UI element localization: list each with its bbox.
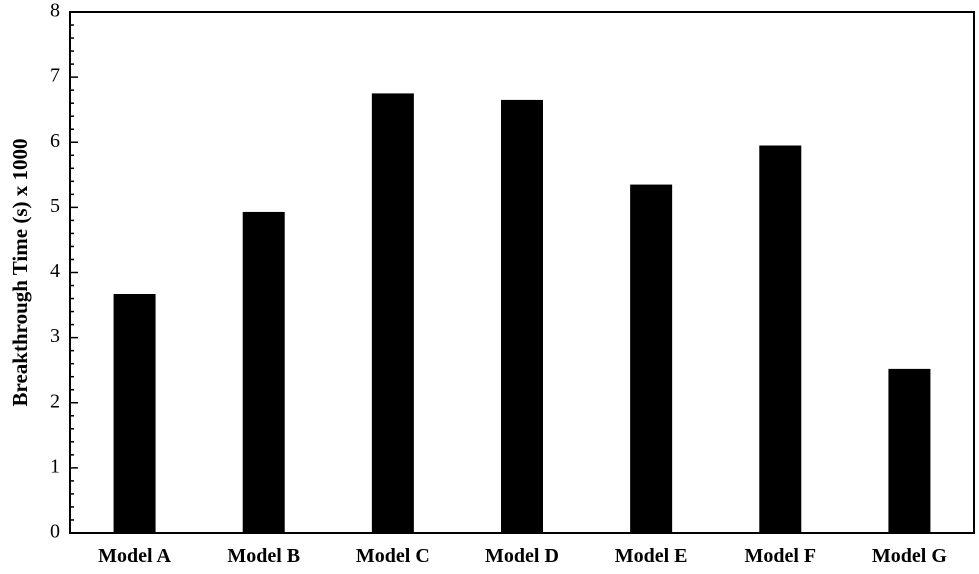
- y-tick-label: 3: [50, 325, 60, 347]
- y-ticks: 0 1 2 3 4 5 6 7 8: [50, 0, 78, 543]
- x-category-label: Model B: [227, 545, 300, 567]
- y-tick-label: 2: [50, 390, 60, 412]
- x-category-label: Model F: [744, 545, 816, 567]
- y-tick-label: 8: [50, 0, 60, 22]
- bar-model-a: [113, 293, 156, 533]
- y-tick-label: 7: [50, 65, 60, 87]
- bar-model-f: [759, 145, 802, 533]
- y-axis-title-group: Breakthrough Time (s) x 1000: [8, 139, 32, 407]
- x-category-label: Model D: [485, 545, 559, 567]
- y-tick-label: 5: [50, 195, 60, 217]
- bars: [113, 93, 931, 534]
- bar-model-g: [888, 368, 931, 533]
- x-labels: Model A Model B Model C Model D Model E Model…: [98, 545, 947, 567]
- bar-model-b: [242, 211, 285, 533]
- y-tick-label: 4: [50, 260, 60, 282]
- y-tick-label: 6: [50, 130, 60, 152]
- x-category-label: Model C: [356, 545, 430, 567]
- y-tick-label: 0: [50, 521, 60, 543]
- x-category-label: Model G: [872, 545, 947, 567]
- y-axis-title: Breakthrough Time (s) x 1000: [8, 139, 32, 407]
- y-tick-label: 1: [50, 455, 60, 477]
- bar-model-e: [630, 184, 673, 534]
- bar-model-d: [501, 99, 543, 533]
- x-category-label: Model A: [98, 545, 171, 567]
- bar-model-c: [371, 93, 414, 533]
- x-category-label: Model E: [615, 545, 688, 567]
